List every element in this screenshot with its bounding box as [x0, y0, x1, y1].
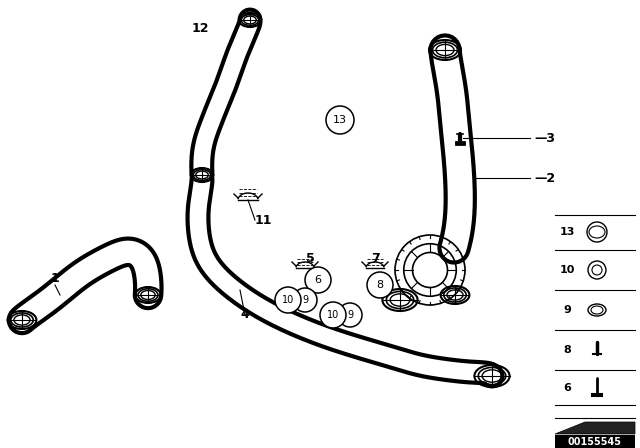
Text: 5: 5: [306, 251, 314, 264]
Text: 10: 10: [327, 310, 339, 320]
Circle shape: [293, 288, 317, 312]
Text: 12: 12: [191, 22, 209, 34]
Text: 13: 13: [333, 115, 347, 125]
Text: 7: 7: [371, 251, 380, 264]
Text: 11: 11: [255, 214, 273, 227]
Text: 9: 9: [347, 310, 353, 320]
Text: 4: 4: [241, 309, 250, 322]
Circle shape: [275, 287, 301, 313]
Text: 6: 6: [314, 275, 321, 285]
Text: 8: 8: [563, 345, 571, 355]
Text: 8: 8: [376, 280, 383, 290]
Circle shape: [367, 272, 393, 298]
Circle shape: [320, 302, 346, 328]
Text: 1: 1: [51, 271, 60, 284]
Text: 9: 9: [302, 295, 308, 305]
Text: —2: —2: [534, 172, 555, 185]
Circle shape: [326, 106, 354, 134]
Bar: [555, 435, 635, 448]
Polygon shape: [555, 422, 635, 434]
Circle shape: [305, 267, 331, 293]
Text: 13: 13: [559, 227, 575, 237]
Text: —3: —3: [534, 132, 555, 145]
Text: 00155545: 00155545: [568, 437, 622, 447]
Text: 10: 10: [559, 265, 575, 275]
Text: 9: 9: [563, 305, 571, 315]
Circle shape: [338, 303, 362, 327]
Text: 6: 6: [563, 383, 571, 393]
Text: 10: 10: [282, 295, 294, 305]
